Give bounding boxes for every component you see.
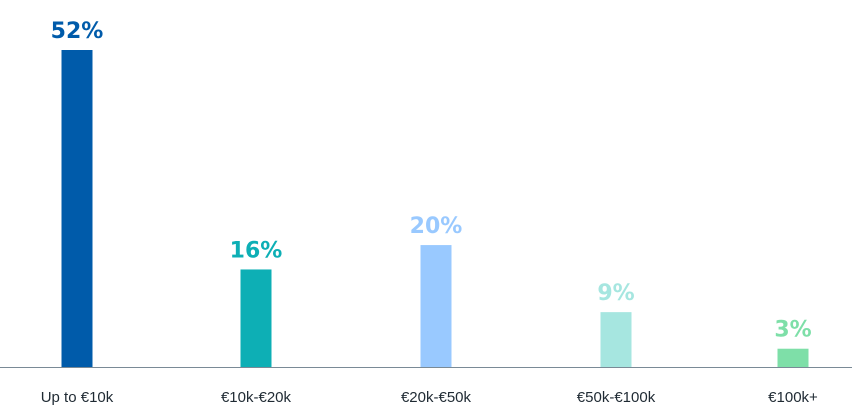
bar-1 [61, 50, 93, 367]
bar-5 [777, 348, 809, 367]
category-label-2: €10k-€20k [221, 389, 292, 405]
value-label-4: 9% [597, 281, 634, 306]
category-label-3: €20k-€50k [401, 389, 472, 405]
value-labels-group: 52% 16% 20% 9% 3% [51, 19, 812, 343]
bar-2 [240, 269, 272, 367]
category-label-4: €50k-€100k [577, 389, 656, 405]
value-label-2: 16% [230, 238, 283, 263]
value-label-5: 3% [774, 318, 811, 343]
bars-group [61, 50, 809, 367]
category-label-1: Up to €10k [41, 389, 114, 405]
category-labels-group: Up to €10k €10k-€20k €20k-€50k €50k-€100k €1… [41, 389, 818, 405]
bar-4 [600, 312, 632, 367]
value-label-1: 52% [51, 19, 104, 44]
value-label-3: 20% [410, 214, 463, 239]
category-label-5: €100k+ [768, 389, 818, 405]
bar-3 [420, 245, 452, 367]
